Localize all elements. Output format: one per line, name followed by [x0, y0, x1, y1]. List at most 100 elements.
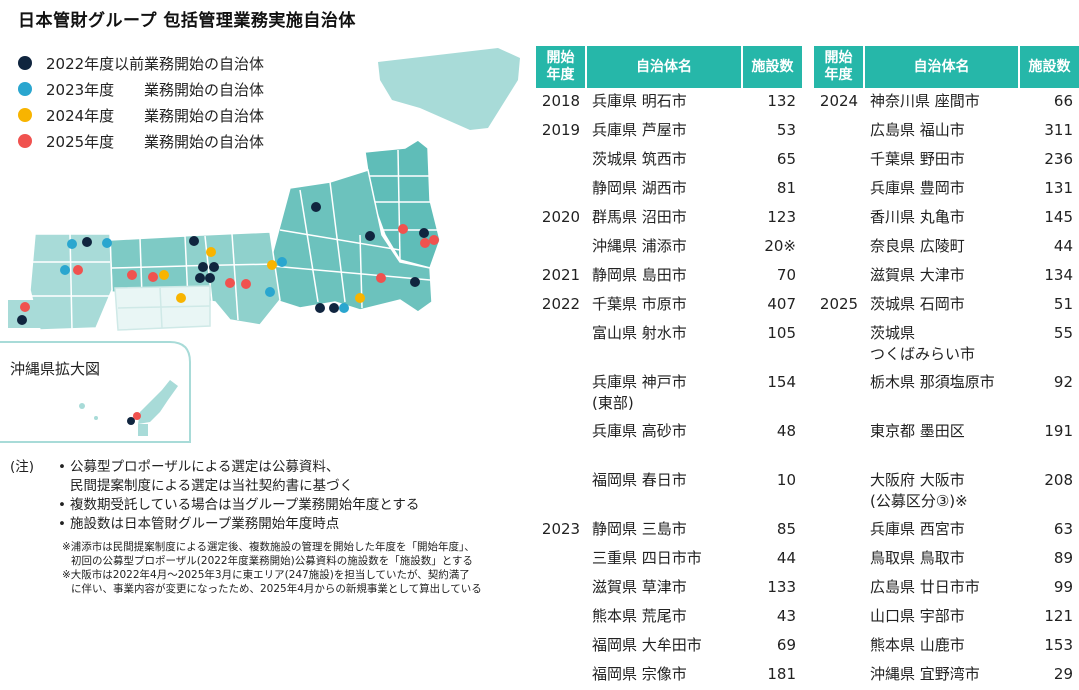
map-okinawa-main	[138, 380, 178, 424]
map-dot-navy	[195, 273, 205, 283]
map-dot-navy	[209, 262, 219, 272]
row-count: 208	[1044, 471, 1073, 489]
map-dot-red	[429, 235, 439, 245]
row-count: 311	[1044, 121, 1073, 139]
table-row: 熊本県 荒尾市 43	[536, 603, 802, 632]
small-note-line: ※浦添市は民間提案制度による選定後、複数施設の管理を開始した年度を「開始年度」、	[62, 541, 475, 553]
row-name: 静岡県 島田市	[592, 266, 687, 284]
table-row: 東京都 墨田区 191	[814, 418, 1079, 467]
map-dot-red	[241, 279, 251, 289]
row-year	[814, 233, 864, 262]
row-year: 2020	[541, 208, 581, 226]
map-dot-navy	[311, 202, 321, 212]
row-count: 153	[1044, 636, 1073, 654]
table-row: 兵庫県 西宮市 63	[814, 516, 1079, 545]
row-count: 121	[1044, 607, 1073, 625]
legend-label: 業務開始の自治体	[144, 80, 265, 99]
table-row: 2024 神奈川県 座間市 66	[814, 88, 1079, 117]
note-item: 施設数は日本管財グループ業務開始年度時点	[58, 515, 530, 534]
legend-label: 業務開始の自治体	[144, 54, 265, 73]
notes-small: ※浦添市は民間提案制度による選定後、複数施設の管理を開始した年度を「開始年度」、…	[10, 540, 530, 596]
row-count: 53	[776, 121, 796, 139]
row-year	[814, 175, 864, 204]
row-year	[814, 204, 864, 233]
map-dot-navy	[189, 236, 199, 246]
map-dot-red	[398, 224, 408, 234]
row-year	[536, 574, 586, 603]
row-name: 東京都 墨田区	[870, 422, 965, 440]
row-name: 福岡県 大牟田市	[592, 636, 702, 654]
table-body: 2018 兵庫県 明石市 132 2019 兵庫県 芦屋市 53 茨城県 筑西市 65 静岡県 …	[536, 88, 802, 690]
row-year	[814, 369, 864, 418]
row-year	[814, 262, 864, 291]
map-hokkaido	[378, 48, 520, 130]
map-dot-red	[73, 265, 83, 275]
row-year	[536, 632, 586, 661]
table-row: 奈良県 広陵町 44	[814, 233, 1079, 262]
row-count: 99	[1053, 578, 1073, 596]
row-year: 2019	[541, 121, 581, 139]
row-count: 131	[1044, 179, 1073, 197]
legend-year: 2025年度	[46, 132, 115, 151]
japan-map	[0, 48, 520, 443]
row-count: 29	[1053, 665, 1073, 683]
notes: (注) 公募型プロポーザルによる選定は公募資料、 民間提案制度による選定は当社契…	[10, 458, 530, 596]
row-year	[814, 467, 864, 516]
row-year	[536, 233, 586, 262]
map-dot-yellow	[206, 247, 216, 257]
row-name: 栃木県 那須塩原市	[870, 373, 995, 391]
row-name: 兵庫県 西宮市	[870, 520, 965, 538]
row-name: 兵庫県 豊岡市	[870, 179, 965, 197]
table-row: 2018 兵庫県 明石市 132	[536, 88, 802, 117]
table-row: 香川県 丸亀市 145	[814, 204, 1079, 233]
legend-item: 2024年度 業務開始の自治体	[18, 102, 264, 128]
row-name: 鳥取県 鳥取市	[870, 549, 965, 567]
row-year	[536, 175, 586, 204]
table-row: 大阪府 大阪市 (公募区分③)※ 208	[814, 467, 1079, 516]
row-year	[536, 146, 586, 175]
row-name: 奈良県 広陵町	[870, 237, 965, 255]
table-row: 2022 千葉県 市原市 407	[536, 291, 802, 320]
row-year	[814, 516, 864, 545]
row-year	[536, 603, 586, 632]
table-row: 2025 茨城県 石岡市 51	[814, 291, 1079, 320]
row-name: 福岡県 宗像市	[592, 665, 687, 683]
row-name: 香川県 丸亀市	[870, 208, 965, 226]
row-name: 沖縄県 宜野湾市	[870, 665, 980, 683]
row-name: 熊本県 山鹿市	[870, 636, 965, 654]
row-year: 2023	[541, 520, 581, 538]
row-count: 65	[776, 150, 796, 168]
table-row: 2020 群馬県 沼田市 123	[536, 204, 802, 233]
table-row: 熊本県 山鹿市 153	[814, 632, 1079, 661]
row-year	[814, 603, 864, 632]
row-name: 三重県 四日市市	[592, 549, 702, 567]
header-count: 施設数	[742, 46, 802, 88]
small-note-line: に伴い、事業内容が変更になったため、2025年4月からの新規事業として算出してい…	[71, 583, 482, 595]
row-count: 10	[776, 471, 796, 489]
table-row: 広島県 廿日市市 99	[814, 574, 1079, 603]
table-row: 福岡県 春日市 10	[536, 467, 802, 516]
row-name: 兵庫県 高砂市	[592, 422, 687, 440]
municipality-table-right: 開始 年度 自治体名 施設数 2024 神奈川県 座間市 66 広島県 福山市 311 千…	[814, 46, 1079, 690]
table-row: 茨城県 つくばみらい市 55	[814, 320, 1079, 369]
header-count: 施設数	[1019, 46, 1079, 88]
map-dot-red	[127, 270, 137, 280]
table-row: 兵庫県 豊岡市 131	[814, 175, 1079, 204]
row-year	[814, 117, 864, 146]
table-row: 滋賀県 草津市 133	[536, 574, 802, 603]
row-name: 千葉県 野田市	[870, 150, 965, 168]
row-name: 富山県 射水市	[592, 324, 687, 342]
map-dot-navy	[198, 262, 208, 272]
row-year	[536, 418, 586, 467]
row-name: 茨城県 つくばみらい市	[870, 324, 976, 363]
row-count: 44	[1053, 237, 1073, 255]
map-dot-navy	[205, 273, 215, 283]
table-row: 2023 静岡県 三島市 85	[536, 516, 802, 545]
legend-year: 2022年度以前	[46, 54, 145, 73]
header-name: 自治体名	[864, 46, 1020, 88]
okinawa-inset-label: 沖縄県拡大図	[10, 360, 101, 378]
map-dot-red	[133, 412, 141, 420]
map-dot-navy	[329, 303, 339, 313]
row-count: 51	[1053, 295, 1073, 313]
row-count: 236	[1044, 150, 1073, 168]
